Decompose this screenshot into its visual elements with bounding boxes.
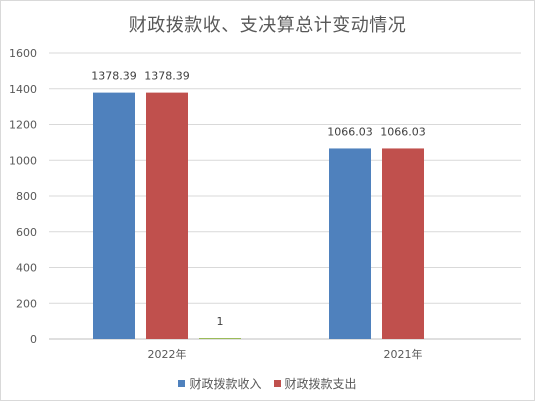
y-tick-label: 800 — [16, 190, 37, 203]
data-label: 1066.03 — [327, 125, 373, 138]
gridlines — [49, 52, 521, 340]
x-axis-ticks: 2022年 2021年 — [148, 347, 423, 361]
legend-item-expense: 财政拨款支出 — [273, 375, 357, 392]
legend-item-income: 财政拨款收入 — [178, 375, 262, 392]
bar — [329, 148, 371, 339]
data-label: 1378.39 — [144, 70, 190, 83]
y-tick-label: 1200 — [9, 119, 37, 132]
x-tick-label: 2022年 — [148, 347, 187, 361]
y-tick-label: 0 — [30, 333, 37, 346]
bar — [146, 92, 188, 339]
bar — [382, 148, 424, 339]
chart-title: 财政拨款收、支决算总计变动情况 — [128, 15, 407, 36]
bar — [93, 92, 135, 339]
bars — [93, 92, 424, 339]
y-tick-label: 400 — [16, 262, 37, 275]
y-axis-ticks: 0 200 400 600 800 1000 1200 1400 1600 — [9, 47, 37, 346]
y-tick-label: 1000 — [9, 154, 37, 167]
legend-swatch-expense — [273, 380, 281, 387]
bar — [199, 338, 241, 339]
y-tick-label: 200 — [16, 297, 37, 310]
y-tick-label: 1600 — [9, 47, 37, 60]
data-label: 1 — [217, 315, 224, 328]
y-tick-label: 600 — [16, 226, 37, 239]
legend-label-expense: 财政拨款支出 — [284, 377, 357, 391]
x-tick-label: 2021年 — [384, 347, 423, 361]
data-label: 1066.03 — [380, 125, 426, 138]
legend: 财政拨款收入 财政拨款支出 — [1, 375, 534, 392]
legend-label-income: 财政拨款收入 — [189, 377, 262, 391]
y-tick-label: 1400 — [9, 83, 37, 96]
data-label: 1378.39 — [91, 70, 137, 83]
data-labels: 1378.39 1378.39 1 1066.03 1066.03 — [91, 70, 426, 328]
legend-swatch-income — [178, 380, 186, 387]
